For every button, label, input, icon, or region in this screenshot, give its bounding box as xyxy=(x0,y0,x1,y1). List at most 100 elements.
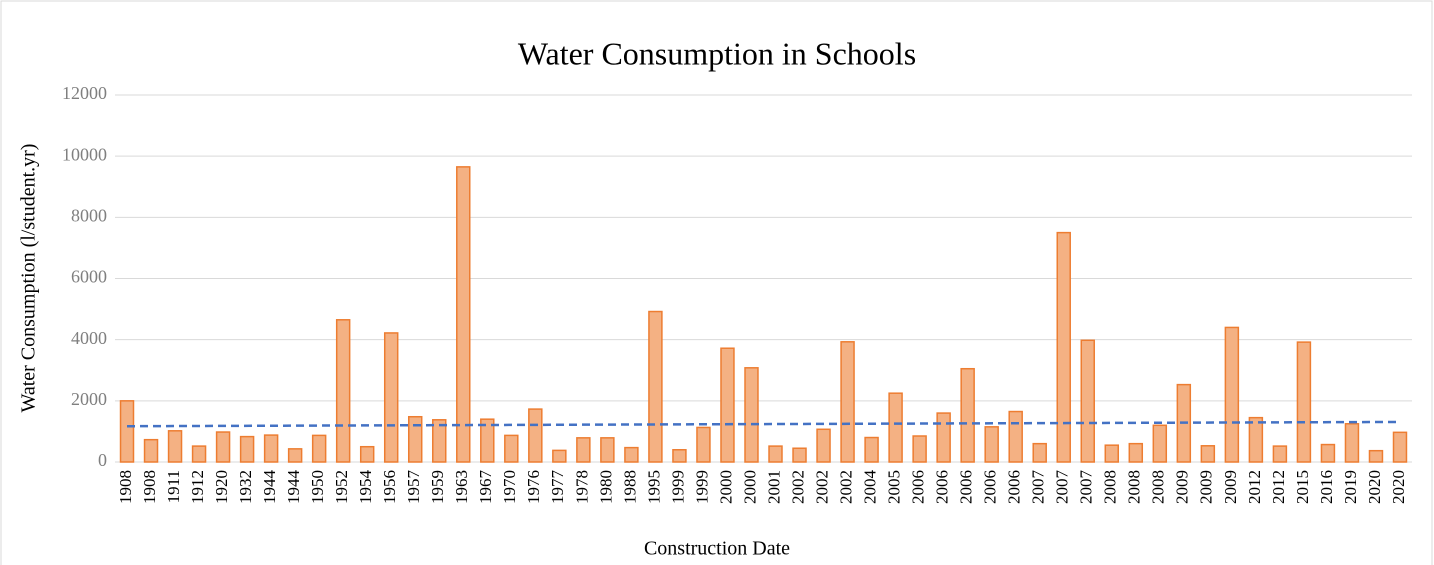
bar xyxy=(143,438,159,463)
x-tick-label: 2004 xyxy=(860,470,879,505)
x-tick-label: 1988 xyxy=(620,470,639,504)
bar xyxy=(1104,444,1120,463)
bar xyxy=(480,418,495,463)
bar xyxy=(215,431,231,463)
x-tick-label: 2002 xyxy=(836,470,855,504)
x-tick-label: 2009 xyxy=(1173,470,1192,504)
bar xyxy=(1392,431,1408,463)
x-tick-label: 2012 xyxy=(1245,470,1264,504)
x-tick-label: 2005 xyxy=(885,470,904,504)
x-tick-label: 2015 xyxy=(1293,470,1312,504)
bar xyxy=(1296,341,1312,463)
bar xyxy=(528,408,543,463)
x-tick-label: 1963 xyxy=(452,470,471,504)
bar xyxy=(1152,424,1168,463)
x-tick-label: 1980 xyxy=(596,470,615,504)
trendline xyxy=(127,420,1400,428)
y-tick-label: 2000 xyxy=(71,389,107,409)
x-tick-label: 1944 xyxy=(284,470,303,505)
bar xyxy=(1248,416,1264,463)
bar xyxy=(936,412,951,463)
x-tick-label: 2006 xyxy=(957,470,976,504)
bar xyxy=(504,434,519,463)
y-tick-label: 6000 xyxy=(71,267,107,287)
x-tick-label: 1977 xyxy=(548,470,567,505)
bar xyxy=(792,447,807,463)
x-tick-label: 2002 xyxy=(812,470,831,504)
bar xyxy=(816,428,831,463)
x-tick-label: 1954 xyxy=(356,470,375,505)
bar xyxy=(263,434,279,463)
bar xyxy=(912,435,927,463)
bar xyxy=(720,347,735,463)
y-tick-label: 12000 xyxy=(62,83,107,103)
x-tick-label: 1959 xyxy=(428,470,447,504)
x-tick-label: 1956 xyxy=(380,470,399,504)
bar xyxy=(600,437,615,463)
x-tick-label: 2006 xyxy=(909,470,928,504)
x-tick-label: 2008 xyxy=(1125,470,1144,504)
bar xyxy=(576,437,591,463)
bar xyxy=(864,436,879,463)
x-tick-label: 2000 xyxy=(740,470,759,504)
bar xyxy=(239,435,255,463)
bar xyxy=(335,319,351,463)
x-tick-label: 2016 xyxy=(1317,470,1336,504)
x-tick-label: 2000 xyxy=(716,470,735,504)
x-tick-label: 1995 xyxy=(644,470,663,504)
y-tick-label: 0 xyxy=(98,450,107,470)
bar xyxy=(191,445,207,463)
x-tick-label: 1950 xyxy=(308,470,327,504)
bar xyxy=(648,310,663,463)
y-axis-title: Water Consumption (l/student.yr) xyxy=(18,144,40,413)
bar xyxy=(1320,443,1336,463)
chart-title: Water Consumption in Schools xyxy=(518,35,916,71)
x-tick-label: 2009 xyxy=(1197,470,1216,504)
x-tick-label: 1978 xyxy=(572,470,591,504)
bar xyxy=(407,415,423,463)
x-tick-label: 1970 xyxy=(500,470,519,504)
bar xyxy=(1032,442,1047,463)
bar xyxy=(432,419,447,463)
bar xyxy=(167,430,183,463)
y-tick-label: 4000 xyxy=(71,328,107,348)
x-tick-label: 1952 xyxy=(332,470,351,504)
x-tick-label: 1999 xyxy=(668,470,687,504)
bar xyxy=(119,400,135,463)
x-tick-label: 1908 xyxy=(140,470,159,504)
x-tick-label: 2009 xyxy=(1221,470,1240,504)
x-tick-label: 1912 xyxy=(188,470,207,504)
bar xyxy=(1056,231,1071,463)
x-tick-label: 2007 xyxy=(1077,470,1096,505)
x-tick-label: 2008 xyxy=(1101,470,1120,504)
bar xyxy=(888,392,903,463)
bar xyxy=(696,426,711,463)
x-tick-label: 2007 xyxy=(1053,470,1072,505)
x-tick-label: 2001 xyxy=(764,470,783,504)
bar xyxy=(960,367,975,463)
bar xyxy=(311,434,327,463)
y-tick-label: 8000 xyxy=(71,205,107,225)
bar xyxy=(840,341,855,463)
bar xyxy=(624,446,639,463)
bar xyxy=(1080,339,1095,463)
y-tick-label: 10000 xyxy=(62,144,107,164)
bar xyxy=(1344,423,1360,463)
x-tick-label: 2007 xyxy=(1029,470,1048,505)
x-tick-label: 2006 xyxy=(933,470,952,504)
bar xyxy=(1368,449,1384,463)
bar xyxy=(383,332,399,463)
x-tick-label: 1932 xyxy=(236,470,255,504)
x-tick-label: 2002 xyxy=(788,470,807,504)
x-tick-label: 1976 xyxy=(524,470,543,504)
bar xyxy=(1008,410,1023,463)
x-tick-label: 2006 xyxy=(1005,470,1024,504)
x-tick-label: 2020 xyxy=(1365,470,1384,504)
bar xyxy=(1224,326,1240,463)
bar xyxy=(456,166,471,463)
x-tick-label: 1908 xyxy=(116,470,135,504)
bar xyxy=(1272,445,1288,463)
bar xyxy=(1128,442,1144,463)
x-tick-label: 1911 xyxy=(164,470,183,503)
